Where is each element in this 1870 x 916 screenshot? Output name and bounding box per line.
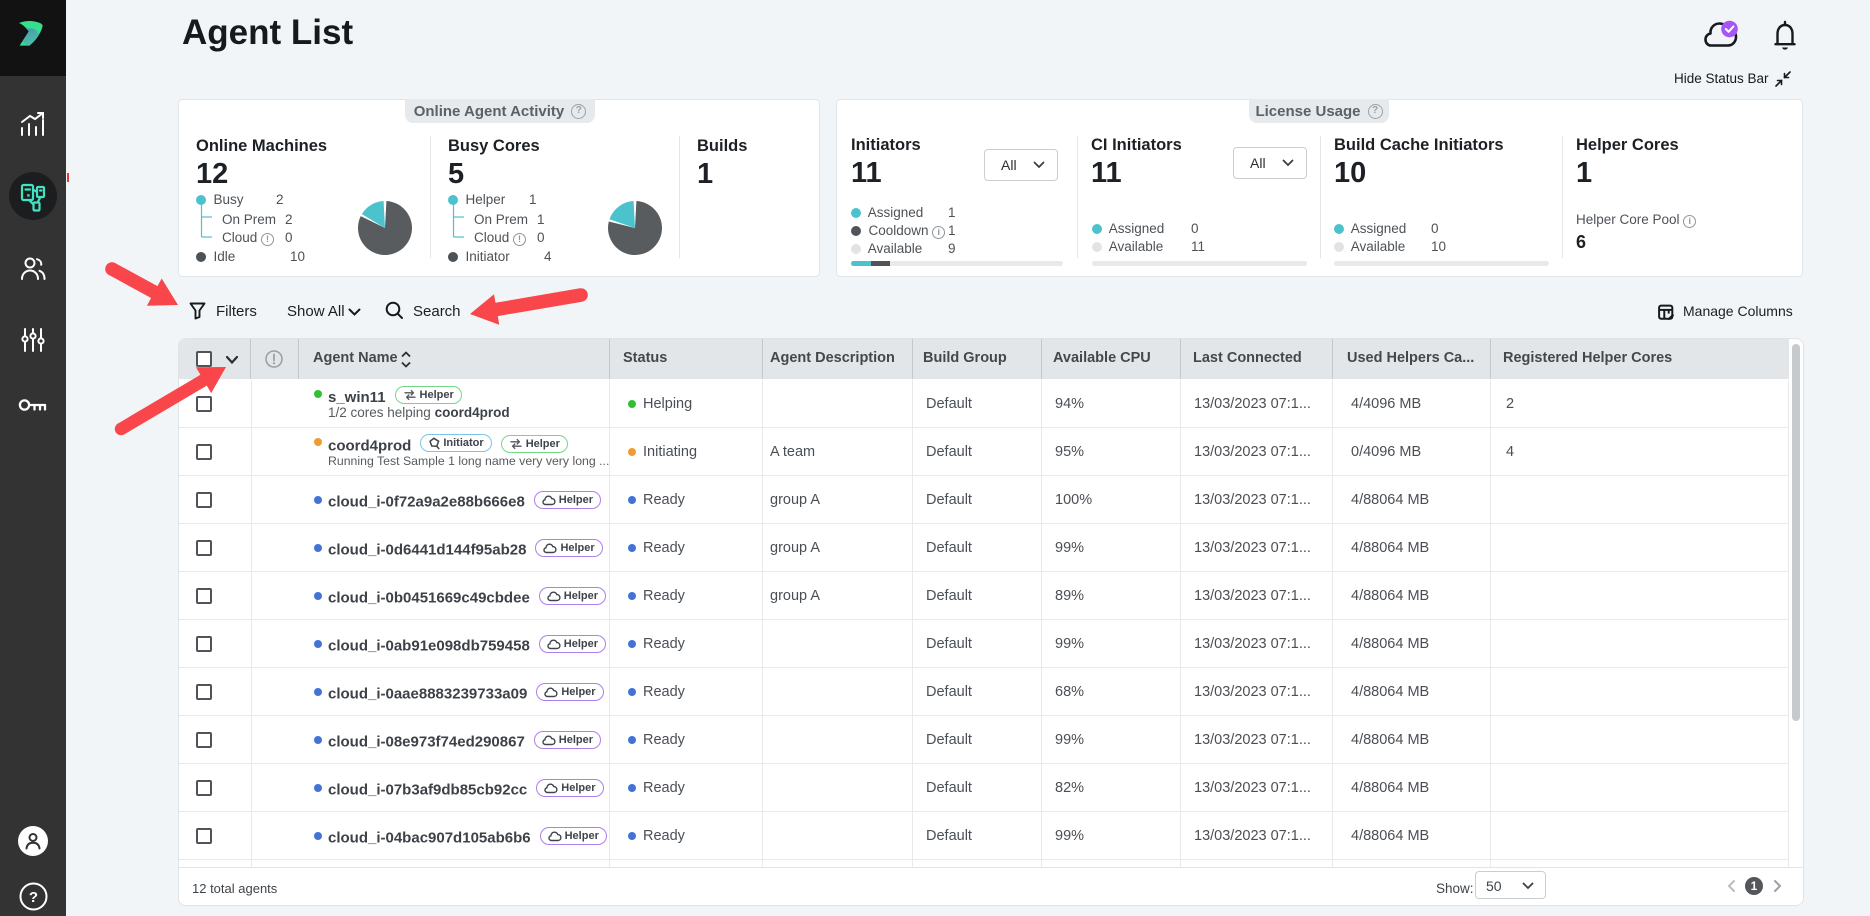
svg-text:?: ? [28,889,37,906]
